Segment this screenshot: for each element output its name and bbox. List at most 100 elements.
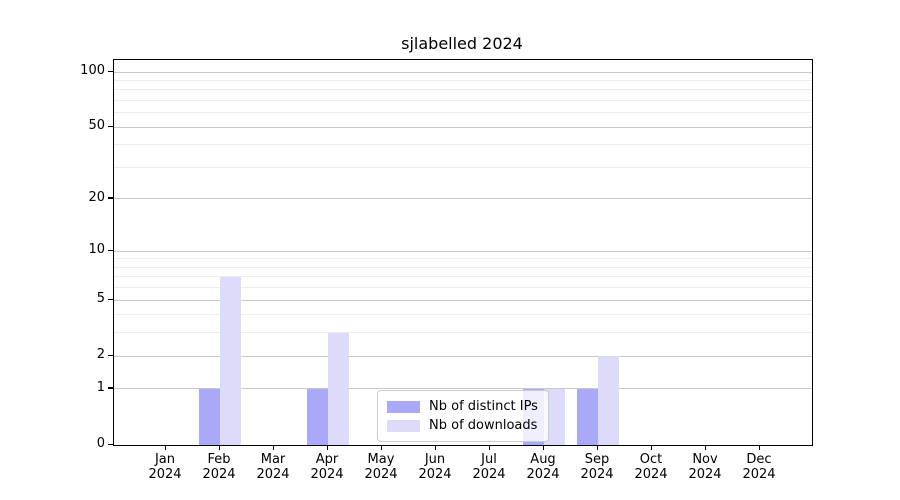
- x-tick-label-month: Jun: [424, 452, 446, 467]
- y-gridline-major: [114, 388, 812, 390]
- y-tick-label: 20: [88, 189, 105, 205]
- y-gridline-minor: [114, 79, 812, 81]
- x-tick-label-month: May: [367, 452, 395, 467]
- bar-downloads: [544, 388, 565, 445]
- y-gridline-minor: [114, 314, 812, 316]
- y-gridline-major: [114, 355, 812, 357]
- x-tick-label-year: 2024: [580, 467, 614, 482]
- y-gridline-minor: [114, 332, 812, 334]
- x-tick-label-month: Jan: [154, 452, 176, 467]
- bar-downloads: [220, 276, 241, 445]
- y-tick-label: 5: [96, 291, 105, 307]
- x-tick-label-month: Dec: [746, 452, 772, 467]
- y-gridline-minor: [114, 112, 812, 114]
- x-tick: [434, 445, 436, 450]
- x-tick-label-year: 2024: [202, 467, 236, 482]
- y-tick-label: 0: [96, 436, 105, 451]
- x-tick-label-year: 2024: [256, 467, 290, 482]
- x-tick-label: Sep 2024: [569, 452, 625, 482]
- x-tick: [758, 445, 760, 450]
- legend: Nb of distinct IPs Nb of downloads: [377, 390, 549, 442]
- y-tick: [108, 197, 113, 199]
- y-tick: [108, 249, 113, 251]
- x-tick-label-month: Mar: [260, 452, 286, 467]
- y-gridline-minor: [114, 287, 812, 289]
- x-tick: [488, 445, 490, 450]
- y-tick-label: 100: [80, 63, 105, 78]
- y-tick: [108, 298, 113, 300]
- y-gridline-major: [114, 250, 812, 252]
- x-tick: [272, 445, 274, 450]
- legend-label-distinct-ips: Nb of distinct IPs: [429, 399, 538, 414]
- legend-swatch-distinct-ips: [387, 400, 420, 413]
- y-tick-label: 50: [88, 118, 105, 134]
- x-tick: [218, 445, 220, 450]
- y-gridline-major: [114, 126, 812, 128]
- chart-title: sjlabelled 2024: [401, 34, 523, 53]
- y-gridline-minor: [114, 276, 812, 278]
- y-gridline-major: [114, 299, 812, 301]
- x-tick-label-month: Aug: [530, 452, 556, 467]
- x-tick-label-month: Oct: [639, 452, 663, 467]
- x-tick-label-year: 2024: [310, 467, 344, 482]
- plot-area: [113, 59, 813, 446]
- legend-item-downloads: Nb of downloads: [387, 416, 538, 435]
- legend-swatch-downloads: [387, 419, 420, 432]
- y-tick-label: 10: [88, 242, 105, 258]
- legend-label-downloads: Nb of downloads: [429, 418, 538, 433]
- x-tick-label-year: 2024: [742, 467, 776, 482]
- x-tick-label-month: Jul: [481, 452, 497, 467]
- x-tick-label: May 2024: [353, 452, 409, 482]
- x-tick-label: Aug 2024: [515, 452, 571, 482]
- y-tick: [108, 443, 113, 445]
- x-tick: [542, 445, 544, 450]
- x-tick: [164, 445, 166, 450]
- x-tick: [380, 445, 382, 450]
- y-gridline-minor: [114, 99, 812, 101]
- x-tick-label-month: Feb: [207, 452, 231, 467]
- y-tick: [108, 70, 113, 72]
- x-tick: [650, 445, 652, 450]
- y-tick-label: 2: [96, 347, 105, 363]
- legend-item-distinct-ips: Nb of distinct IPs: [387, 397, 538, 416]
- y-gridline-minor: [114, 89, 812, 91]
- x-tick-label: Dec 2024: [731, 452, 787, 482]
- bar-distinct-ips: [577, 388, 598, 445]
- y-gridline-minor: [114, 266, 812, 268]
- x-tick-label: Jan 2024: [137, 452, 193, 482]
- x-tick-label: Nov 2024: [677, 452, 733, 482]
- x-tick-label: Apr 2024: [299, 452, 355, 482]
- x-tick-label-year: 2024: [688, 467, 722, 482]
- y-gridline-major: [114, 71, 812, 73]
- x-tick-label: Jun 2024: [407, 452, 463, 482]
- bar-distinct-ips: [199, 388, 220, 445]
- x-tick-label-year: 2024: [472, 467, 506, 482]
- y-tick: [108, 354, 113, 356]
- x-tick-label-year: 2024: [418, 467, 452, 482]
- bar-distinct-ips: [307, 388, 328, 445]
- bar-downloads: [598, 356, 619, 445]
- x-tick-label: Oct 2024: [623, 452, 679, 482]
- y-gridline-minor: [114, 258, 812, 260]
- x-tick: [704, 445, 706, 450]
- x-tick-label-month: Nov: [692, 452, 718, 467]
- x-tick-label: Feb 2024: [191, 452, 247, 482]
- y-tick-label: 1: [96, 379, 105, 395]
- y-gridline-minor: [114, 144, 812, 146]
- y-tick: [108, 387, 113, 389]
- x-tick-label-year: 2024: [526, 467, 560, 482]
- bar-downloads: [328, 332, 349, 445]
- x-tick: [596, 445, 598, 450]
- x-tick: [326, 445, 328, 450]
- x-tick-label: Mar 2024: [245, 452, 301, 482]
- x-tick-label-month: Apr: [315, 452, 339, 467]
- x-tick-label: Jul 2024: [461, 452, 517, 482]
- y-tick: [108, 125, 113, 127]
- x-tick-label-year: 2024: [634, 467, 668, 482]
- x-tick-label-year: 2024: [148, 467, 182, 482]
- y-gridline-major: [114, 198, 812, 200]
- x-tick-label-month: Sep: [584, 452, 610, 467]
- x-tick-label-year: 2024: [364, 467, 398, 482]
- y-gridline-minor: [114, 166, 812, 168]
